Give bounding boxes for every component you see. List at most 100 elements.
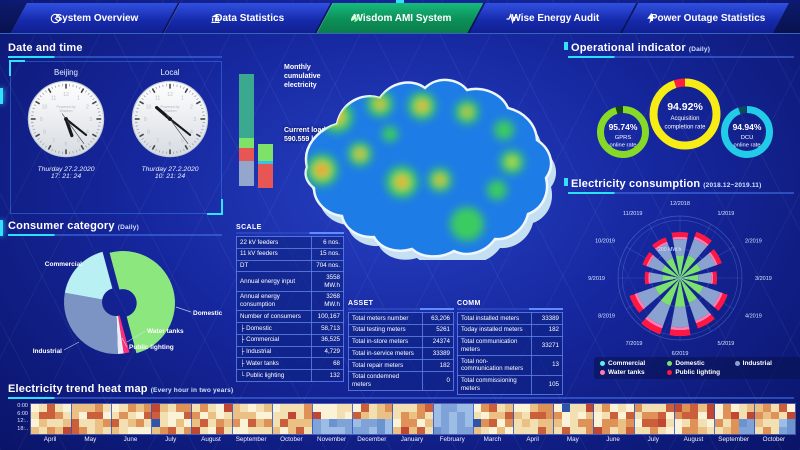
row-label: └ Public lighting — [236, 369, 312, 382]
heatmap-cell — [352, 404, 361, 412]
heatmap-cell — [352, 426, 361, 434]
svg-text:9: 9 — [144, 117, 147, 123]
heatmap-cell — [344, 426, 353, 434]
heatmap-cell — [232, 404, 241, 412]
heatmap-cell — [199, 426, 208, 434]
svg-text:Powered by: Powered by — [161, 105, 180, 109]
heatmap-cell — [135, 404, 144, 412]
tab-wisdom-ami-system[interactable]: Wisdom AMI System — [317, 3, 484, 33]
heatmap-cell — [529, 419, 538, 427]
tab-wise-energy-audit[interactable]: Wise Energy Audit — [469, 3, 636, 33]
row-value: 24374 — [421, 335, 454, 349]
heatmap-cell — [505, 419, 514, 427]
heatmap-cell — [87, 426, 96, 434]
heatmap-cell — [433, 419, 442, 427]
heatmap-cell — [698, 426, 707, 434]
heatmap-cell — [280, 404, 289, 412]
heatmap-x-label: April — [43, 436, 57, 443]
heatmap-cell — [392, 426, 401, 434]
heatmap-cell — [47, 404, 56, 412]
rose-sector-10-2019 — [642, 252, 680, 278]
tab-system-overview[interactable]: System Overview — [11, 3, 178, 33]
heatmap-cell — [215, 419, 224, 427]
pie-label-line — [63, 341, 80, 351]
svg-text:7: 7 — [52, 138, 55, 144]
heatmap-cell — [610, 411, 619, 419]
svg-text:8: 8 — [43, 129, 46, 135]
row-label: ├ Domestic — [236, 322, 312, 335]
row-value: 0 — [421, 370, 454, 392]
heatmap-cell — [593, 404, 602, 412]
heatmap-cell — [47, 419, 56, 427]
heatmap-cell — [320, 404, 329, 412]
heatmap-cell — [191, 411, 200, 419]
heatmap-cell — [730, 411, 739, 419]
heatmap-x-label: September — [235, 436, 267, 443]
heatmap-cell — [553, 419, 562, 427]
panel-subtitle: (Daily) — [688, 46, 711, 53]
heatmap-cell — [79, 404, 88, 412]
heatmap-cell — [215, 426, 224, 434]
bar-segment — [239, 148, 254, 161]
heatmap-cell — [183, 419, 192, 427]
svg-text:1: 1 — [77, 95, 80, 101]
heatmap-cell — [417, 411, 426, 419]
clock-city-label: Beijing — [53, 68, 78, 77]
bar-current-load — [258, 144, 273, 188]
row-label: 22 kV feeders — [236, 236, 312, 249]
heatmap-x-label: May — [84, 436, 97, 443]
panel-title-text: Date and time — [8, 42, 83, 54]
heatmap-cell — [481, 419, 490, 427]
ring-value: 94.94% — [733, 122, 762, 132]
heatmap-cell — [215, 411, 224, 419]
heatmap-cell — [191, 419, 200, 427]
heatmap-cell — [328, 404, 337, 412]
row-value: 33389 — [421, 347, 454, 360]
heatmap-cell — [441, 419, 450, 427]
heatmap-x-label: November — [317, 436, 347, 443]
svg-text:4: 4 — [86, 129, 89, 135]
clock-local: Local 1 2 3 4 5 6 7 8 9 10 11 12 Powered by Wisdom Thur… — [118, 68, 222, 180]
heatmap-cell — [71, 411, 80, 419]
heatmap-cell — [682, 404, 691, 412]
heatmap-cell — [722, 404, 731, 412]
heatmap-cell — [296, 426, 305, 434]
heatmap-cell — [95, 404, 104, 412]
heatmap-cell — [449, 404, 458, 412]
heatmap-cell — [497, 419, 506, 427]
heatmap-cell — [119, 426, 128, 434]
rose-month-label: 3/2019 — [755, 276, 772, 282]
heatmap-x-label: December — [357, 436, 387, 443]
heatmap-cell — [682, 426, 691, 434]
heatmap-cell — [433, 426, 442, 434]
title-underline — [568, 56, 794, 58]
heatmap-cell — [240, 411, 249, 419]
table-row: Number of consumers 100,167 — [236, 310, 345, 323]
heatmap-cell — [441, 426, 450, 434]
heatmap-cell — [207, 411, 216, 419]
heatmap-cell — [272, 426, 281, 434]
heatmap-cell — [224, 404, 233, 412]
heatmap-cell — [199, 419, 208, 427]
tab-data-statistics[interactable]: Data Statistics — [164, 3, 331, 33]
heatmap-x-label: September — [718, 436, 750, 443]
heatmap-cell — [103, 426, 112, 434]
heatmap-cell — [256, 411, 265, 419]
heatmap-cell — [666, 404, 675, 412]
heatmap-cell — [650, 404, 659, 412]
heatmap-cell — [280, 426, 289, 434]
rose-month-label: 11/2019 — [623, 211, 642, 217]
heatmap-cell — [706, 411, 715, 419]
rose-month-label: 2/2019 — [745, 239, 762, 245]
heatmap-cell — [457, 419, 466, 427]
heatmap-cell — [553, 426, 562, 434]
heatmap-cell — [585, 404, 594, 412]
heatmap-cell — [288, 419, 297, 427]
heatmap-cell — [71, 426, 80, 434]
heatmap-cell — [119, 404, 128, 412]
heatmap-cell — [489, 404, 498, 412]
heatmap-cell — [658, 419, 667, 427]
bar-segment — [239, 138, 254, 148]
tab-power-outage-statistics[interactable]: Power Outage Statistics — [622, 3, 789, 33]
